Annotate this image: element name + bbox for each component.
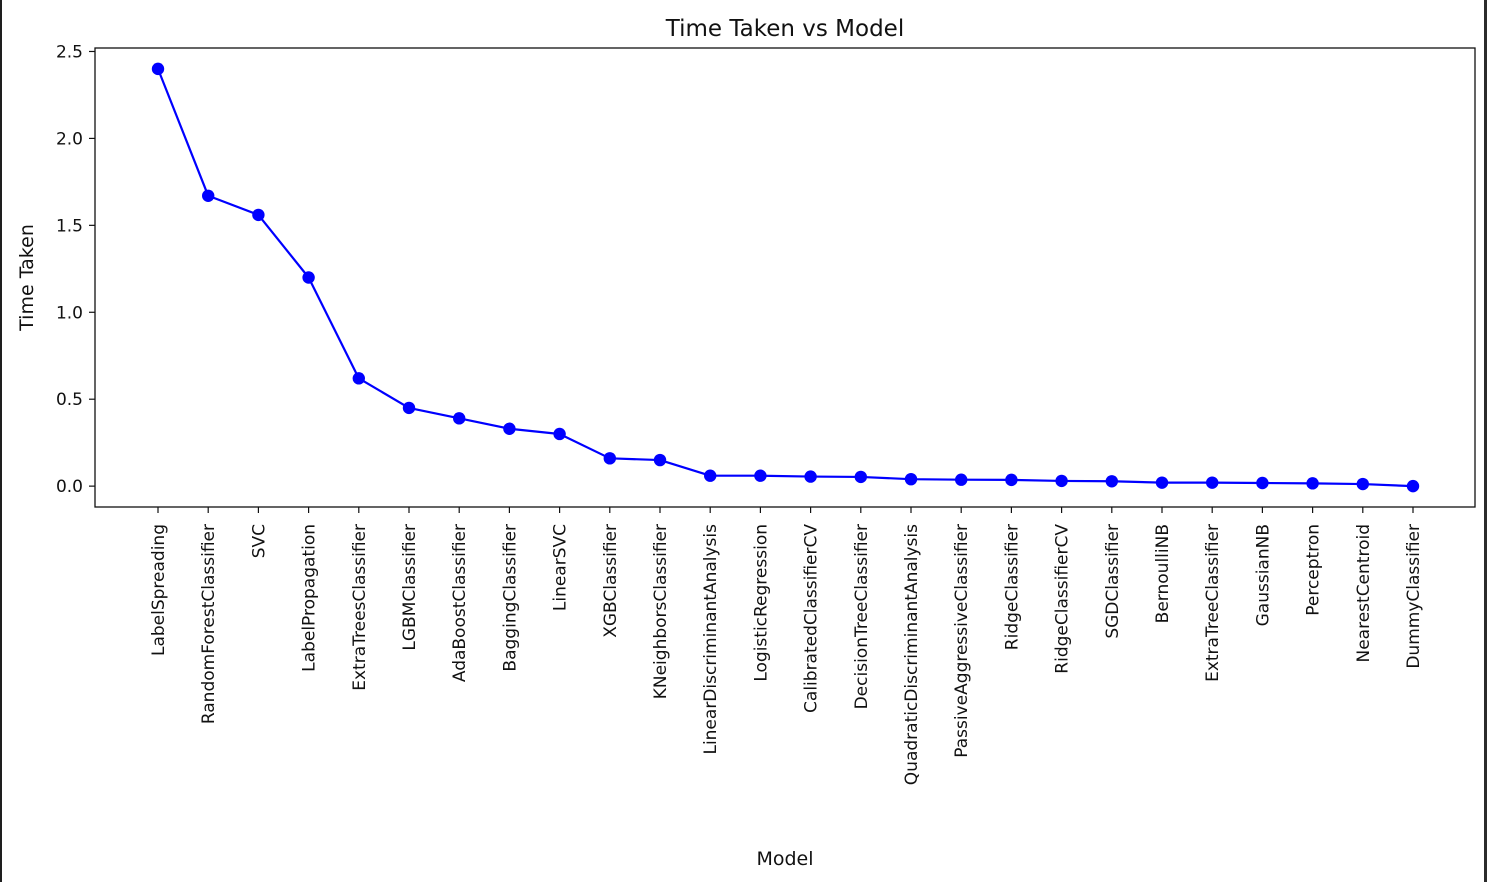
y-tick-label: 0.0: [56, 477, 83, 497]
x-tick-label: PassiveAggressiveClassifier: [952, 524, 972, 758]
x-tick-label: DummyClassifier: [1404, 524, 1424, 669]
x-tick-label: Perceptron: [1304, 524, 1324, 616]
data-point: [754, 469, 767, 482]
x-tick-label: SVC: [249, 524, 269, 558]
data-point: [1406, 479, 1420, 493]
data-point: [151, 62, 165, 76]
x-tick-label: CalibratedClassifierCV: [802, 524, 822, 713]
data-point: [503, 422, 516, 435]
data-point: [1055, 474, 1068, 488]
y-tick-label: 0.5: [56, 390, 83, 410]
x-tick-label: LabelPropagation: [300, 524, 320, 672]
chart-title: Time Taken vs Model: [665, 16, 904, 42]
data-point: [402, 401, 416, 415]
x-tick-label: DecisionTreeClassifier: [852, 524, 872, 709]
series-line: [156, 68, 1414, 488]
x-tick-label: RandomForestClassifier: [199, 524, 219, 724]
data-point: [302, 271, 315, 284]
x-axis-label: Model: [756, 848, 813, 870]
data-point: [202, 189, 215, 202]
data-point: [453, 412, 466, 425]
data-point: [1256, 476, 1269, 490]
x-tick-label: LabelSpreading: [149, 524, 169, 656]
data-point: [704, 469, 717, 482]
data-point: [1206, 476, 1219, 489]
x-tick-label: LogisticRegression: [751, 524, 771, 682]
y-tick-label: 2.0: [56, 129, 83, 149]
x-tick-label: QuadraticDiscriminantAnalysis: [902, 524, 922, 785]
data-point: [1306, 477, 1319, 490]
data-point: [352, 372, 365, 385]
data-point: [1005, 473, 1018, 487]
data-point: [904, 472, 918, 486]
data-point: [804, 470, 817, 483]
x-tick-label: XGBClassifier: [601, 524, 621, 638]
y-tick-label: 2.5: [56, 42, 83, 62]
data-point: [252, 208, 265, 222]
data-point: [1105, 475, 1119, 488]
x-tick-label: GaussianNB: [1253, 524, 1273, 626]
x-tick-label: ExtraTreeClassifier: [1203, 524, 1223, 682]
y-tick-label: 1.5: [56, 216, 83, 236]
window-edge-left: [0, 0, 2, 882]
x-tick-label: BernoulliNB: [1153, 524, 1173, 623]
x-tick-label: BaggingClassifier: [500, 524, 520, 672]
data-point: [854, 470, 867, 484]
x-tick-label: LinearDiscriminantAnalysis: [701, 524, 721, 755]
x-tick-label: SGDClassifier: [1103, 524, 1123, 639]
window-edge-right: [1484, 0, 1487, 882]
x-tick-label: AdaBoostClassifier: [450, 524, 470, 682]
x-tick-label: ExtraTreesClassifier: [350, 524, 370, 691]
plot-area: [94, 47, 1476, 508]
data-point: [553, 427, 566, 441]
x-tick-label: LGBMClassifier: [400, 524, 420, 651]
data-point: [1356, 477, 1370, 491]
x-tick-label: NearestCentroid: [1354, 524, 1374, 663]
data-point: [653, 453, 667, 467]
x-tick-label: RidgeClassifier: [1002, 524, 1022, 650]
data-point: [1155, 476, 1169, 489]
data-point: [603, 452, 616, 465]
y-tick-label: 1.0: [56, 303, 83, 323]
x-tick-label: LinearSVC: [551, 524, 571, 611]
y-axis-label: Time Taken: [16, 224, 38, 332]
x-tick-label: KNeighborsClassifier: [651, 524, 671, 699]
data-point: [955, 473, 968, 486]
x-tick-label: RidgeClassifierCV: [1053, 524, 1073, 674]
